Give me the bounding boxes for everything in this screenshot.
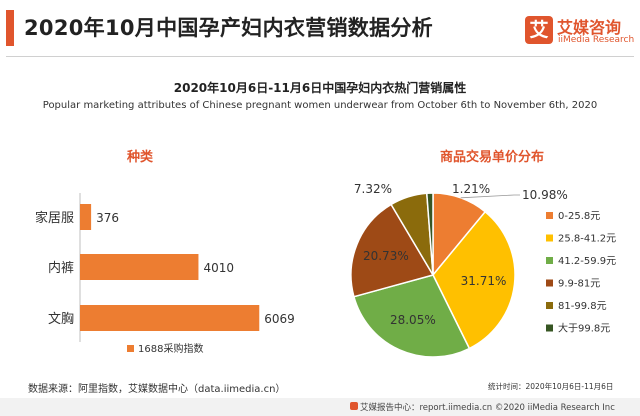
pie-legend-label: 41.2-59.9元 [558,256,616,267]
bar-category-label: 文胸 [48,312,74,327]
bar-2 [80,254,199,280]
bar-value-label: 6069 [264,312,295,326]
pie-legend-label: 9.9-81元 [558,279,600,290]
logo-brand-en: iiMedia Research [558,35,635,45]
bar-category-label: 内裤 [48,260,74,276]
pie-legend-swatch [546,234,553,242]
bar-value-label: 4010 [203,261,234,275]
footer-logo-icon [350,402,358,410]
bar-value-label: 376 [96,211,119,225]
pie-legend-swatch [546,324,553,332]
statistics-period-note: 统计时间：2020年10月6日-11月6日 [488,382,614,391]
pie-leader-line [460,194,520,199]
bar-category-label: 家居服 [35,210,74,226]
header-divider [6,56,634,57]
footer-text: 艾媒报告中心：report.iimedia.cn ©2020 iiMedia R… [360,403,615,413]
bar-3 [80,305,260,331]
bar-1 [80,204,92,230]
pie-value-label: 10.98% [522,188,568,202]
pie-value-label: 20.73% [363,249,409,263]
pie-value-label: 31.71% [461,274,507,288]
page-title: 2020年10月中国孕产妇内衣营销数据分析 [24,16,433,40]
pie-value-label: 1.21% [452,182,490,196]
pie-legend-label: 大于99.8元 [558,322,610,335]
pie-legend-label: 0-25.8元 [558,211,600,222]
pie-chart-title: 商品交易单价分布 [440,150,545,165]
pie-slice-6 [425,192,434,276]
bar-chart-title: 种类 [127,150,154,165]
iimedia-logo-icon: 艾 [525,16,553,44]
logo-brand-cn: 艾媒咨询 [557,18,622,37]
pie-legend-label: 81-99.8元 [558,301,607,312]
bar-legend-label: 1688采购指数 [138,342,203,355]
pie-legend-swatch [546,212,553,219]
pie-legend-swatch [546,279,553,287]
pie-legend-swatch [546,302,553,309]
pie-value-label: 7.32% [354,182,392,196]
title-accent-bar [6,10,14,46]
pie-slice-2 [432,210,516,350]
bar-legend-swatch [127,345,134,352]
pie-slice-4 [350,203,435,298]
pie-slice-3 [352,274,471,358]
pie-value-label: 28.05% [390,313,436,327]
data-source-note: 数据来源：阿里指数，艾媒数据中心（data.iimedia.cn） [28,384,286,395]
pie-legend-swatch [546,257,553,264]
chart-subtitle-cn: 2020年10月6日-11月6日中国孕妇内衣热门营销属性 [173,81,467,95]
pie-legend-label: 25.8-41.2元 [558,234,616,245]
footer-bar [0,398,640,416]
chart-subtitle-en: Popular marketing attributes of Chinese … [42,100,598,111]
